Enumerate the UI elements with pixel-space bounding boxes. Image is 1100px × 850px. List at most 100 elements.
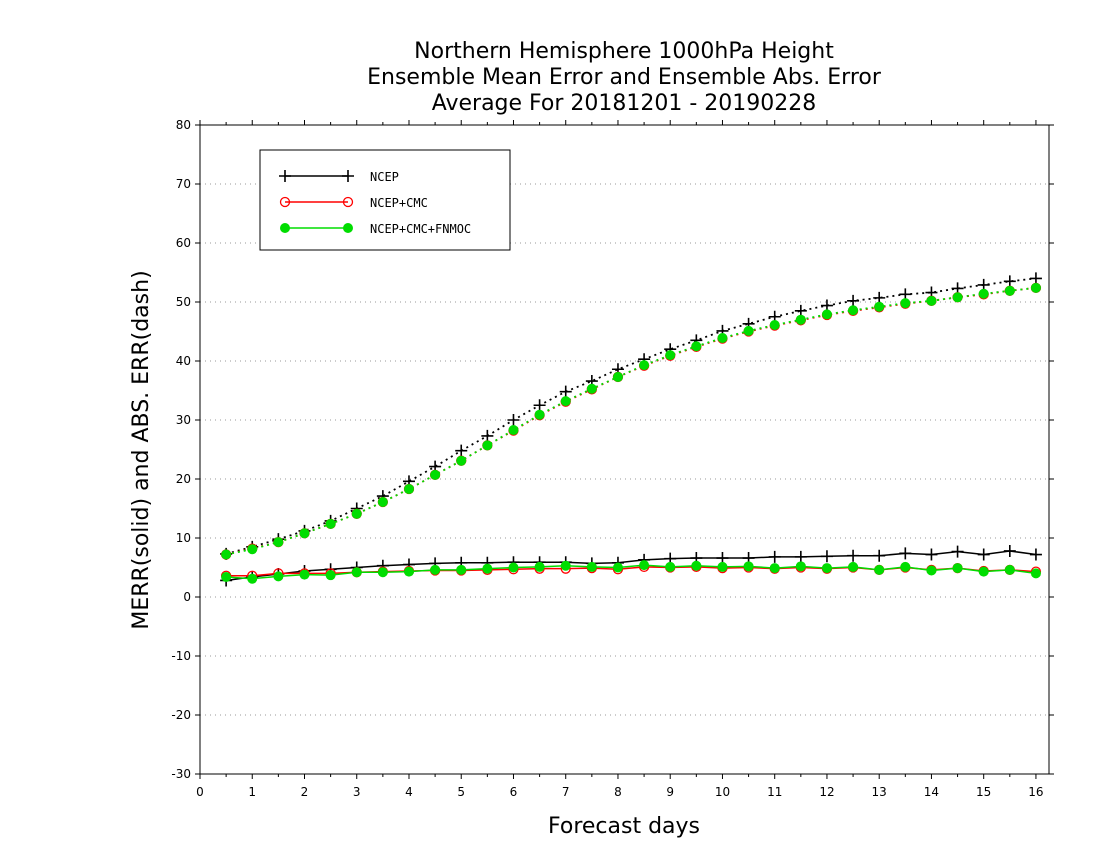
y-tick-label: 70	[176, 177, 191, 191]
filled-circle-marker	[795, 561, 806, 572]
filled-circle-marker	[926, 295, 937, 306]
gridlines	[200, 183, 1049, 716]
filled-circle-marker	[325, 570, 336, 581]
x-tick-label: 13	[872, 785, 887, 799]
legend-item: NCEP+CMC	[279, 196, 428, 210]
filled-circle-marker	[821, 563, 832, 574]
filled-circle-marker	[280, 223, 290, 233]
legend-label: NCEP+CMC	[370, 196, 428, 210]
x-tick-label: 16	[1028, 785, 1043, 799]
filled-circle-marker	[403, 566, 414, 577]
plus-marker	[1029, 272, 1042, 285]
y-tick-label: 10	[176, 531, 191, 545]
filled-circle-marker	[247, 544, 258, 555]
plus-marker	[951, 545, 964, 558]
plus-marker	[847, 294, 860, 307]
filled-circle-marker	[665, 350, 676, 361]
filled-circle-marker	[612, 562, 623, 573]
filled-circle-marker	[482, 440, 493, 451]
filled-circle-marker	[769, 320, 780, 331]
chart-title-line: Average For 20181201 - 20190228	[432, 91, 817, 116]
filled-circle-marker	[665, 561, 676, 572]
filled-circle-marker	[508, 425, 519, 436]
abs-err-line	[225, 286, 1037, 556]
filled-circle-marker	[221, 549, 232, 560]
plus-marker	[977, 548, 990, 561]
filled-circle-marker	[717, 332, 728, 343]
filled-circle-marker	[403, 484, 414, 495]
filled-circle-marker	[1030, 282, 1041, 293]
filled-circle-marker	[1030, 568, 1041, 579]
y-tick-label: 40	[176, 354, 191, 368]
x-tick-label: 3	[353, 785, 361, 799]
filled-circle-marker	[325, 518, 336, 529]
chart-title-line: Ensemble Mean Error and Ensemble Abs. Er…	[367, 65, 882, 90]
filled-circle-marker	[612, 371, 623, 382]
filled-circle-marker	[1004, 564, 1015, 575]
plus-marker	[899, 547, 912, 560]
series-ncep-cmc-fnmoc	[221, 282, 1041, 584]
x-tick-label: 15	[976, 785, 991, 799]
filled-circle-marker	[978, 288, 989, 299]
filled-circle-marker	[1004, 285, 1015, 296]
plus-marker	[794, 550, 807, 563]
filled-circle-marker	[351, 508, 362, 519]
filled-circle-marker	[534, 561, 545, 572]
filled-circle-marker	[874, 564, 885, 575]
filled-circle-marker	[299, 528, 310, 539]
filled-circle-marker	[952, 292, 963, 303]
filled-circle-marker	[586, 561, 597, 572]
filled-circle-marker	[508, 562, 519, 573]
x-tick-label: 4	[405, 785, 413, 799]
filled-circle-marker	[560, 396, 571, 407]
filled-circle-marker	[482, 563, 493, 574]
filled-circle-marker	[926, 565, 937, 576]
x-tick-label: 10	[715, 785, 730, 799]
x-tick-label: 6	[510, 785, 518, 799]
plus-marker	[559, 385, 572, 398]
plus-marker	[820, 550, 833, 563]
filled-circle-marker	[273, 537, 284, 548]
chart-title: Northern Hemisphere 1000hPa HeightEnsemb…	[367, 39, 882, 116]
filled-circle-marker	[586, 383, 597, 394]
plus-marker	[533, 399, 546, 412]
filled-circle-marker	[952, 563, 963, 574]
filled-circle-marker	[377, 497, 388, 508]
x-tick-label: 9	[666, 785, 674, 799]
legend: NCEP NCEP+CMC NCEP+CMC+FNMOC	[259, 149, 511, 251]
plus-marker	[847, 549, 860, 562]
filled-circle-marker	[848, 561, 859, 572]
x-tick-label: 2	[301, 785, 309, 799]
plus-marker	[507, 414, 520, 426]
filled-circle-marker	[900, 561, 911, 572]
plus-marker	[481, 429, 494, 442]
plus-marker	[279, 170, 291, 182]
filled-circle-marker	[848, 305, 859, 316]
plus-marker	[768, 550, 781, 563]
filled-circle-marker	[639, 360, 650, 371]
x-tick-label: 11	[767, 785, 782, 799]
y-tick-label: 80	[176, 118, 191, 132]
filled-circle-marker	[430, 469, 441, 480]
plus-marker	[1003, 275, 1016, 288]
y-tick-label: -30	[171, 767, 191, 781]
series	[220, 272, 1042, 587]
series-ncep	[220, 272, 1042, 587]
y-tick-label: 0	[183, 590, 191, 604]
y-tick-label: 30	[176, 413, 191, 427]
chart-title-line: Northern Hemisphere 1000hPa Height	[414, 39, 834, 64]
plus-marker	[1029, 548, 1042, 561]
filled-circle-marker	[560, 560, 571, 571]
y-tick-label: -10	[171, 649, 191, 663]
open-circle-marker	[279, 196, 291, 208]
plus-marker	[873, 549, 886, 562]
filled-circle-marker	[795, 314, 806, 325]
x-axis-label: Forecast days	[548, 814, 700, 839]
filled-circle-marker	[299, 569, 310, 580]
legend-item: NCEP+CMC+FNMOC	[280, 222, 471, 236]
filled-circle-marker	[691, 560, 702, 571]
filled-circle-marker	[456, 455, 467, 466]
y-tick-label: 50	[176, 295, 191, 309]
